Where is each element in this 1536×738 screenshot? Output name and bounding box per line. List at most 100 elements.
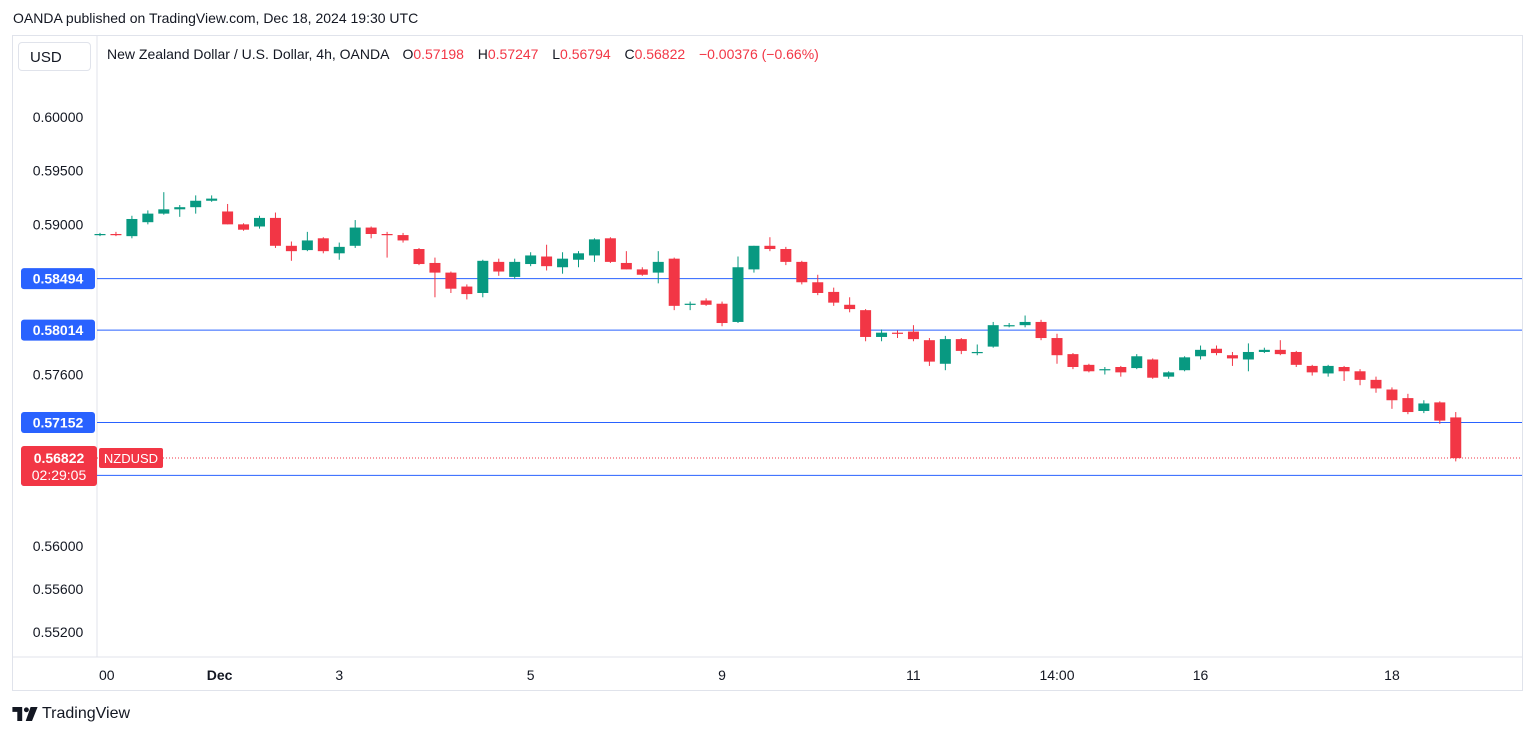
- symbol-legend: New Zealand Dollar / U.S. Dollar, 4h, OA…: [107, 46, 819, 62]
- candle-body: [285, 245, 297, 252]
- candle-body: [1131, 356, 1143, 369]
- candle-body: [461, 286, 473, 295]
- candle-body: [1226, 355, 1238, 359]
- candle-body: [158, 209, 170, 214]
- last-price-tag[interactable]: [21, 445, 97, 486]
- price-tick-label: 0.55200: [33, 624, 84, 640]
- horizontal-lines: [97, 278, 1522, 476]
- candle-body: [1083, 364, 1095, 372]
- candle-body: [525, 255, 537, 265]
- candle-body: [573, 253, 584, 260]
- candle-body: [604, 238, 616, 262]
- open-value: 0.57198: [413, 46, 464, 62]
- logo-text: TradingView: [42, 705, 131, 722]
- candle-body: [254, 217, 265, 227]
- time-tick-label: 11: [906, 667, 921, 683]
- candle-body: [493, 261, 505, 272]
- candle-body: [333, 246, 345, 254]
- time-axis[interactable]: 00 Dec 3 5 9 11 14:00 16 18: [99, 667, 1400, 683]
- price-tick-label: 0.59000: [33, 216, 84, 232]
- high-value: 0.57247: [487, 46, 539, 62]
- candle-body: [429, 262, 441, 273]
- level-price-label: 0.58014: [33, 322, 84, 338]
- candle-body: [1274, 349, 1286, 355]
- last-price-label: 0.56822: [34, 450, 85, 466]
- candle-body: [716, 303, 728, 324]
- candle-body: [668, 258, 680, 306]
- axis-lines: [13, 36, 1522, 658]
- candle-body: [620, 262, 632, 270]
- candle-body: [317, 238, 329, 252]
- candle-body: [588, 239, 600, 256]
- candle-body: [1051, 338, 1063, 356]
- candle-body: [636, 269, 648, 275]
- currency-button[interactable]: USD: [18, 42, 91, 71]
- candle-body: [1402, 398, 1414, 413]
- candle-body: [1115, 366, 1127, 373]
- candle-body: [955, 339, 967, 351]
- candle-body: [301, 240, 313, 251]
- candle-body: [876, 332, 888, 337]
- low-value: 0.56794: [560, 46, 611, 62]
- symbol-tag[interactable]: [99, 447, 163, 468]
- price-tick-label: 0.59500: [33, 163, 84, 179]
- candle-body: [1386, 389, 1398, 401]
- candle-body: [1163, 372, 1175, 377]
- candle-body: [1211, 348, 1222, 354]
- candle-body: [238, 224, 250, 230]
- candle-body: [987, 325, 999, 347]
- time-tick-label: 16: [1193, 667, 1209, 683]
- candle-body: [94, 234, 106, 236]
- high-label: H: [477, 46, 488, 62]
- candle-body: [1450, 417, 1462, 459]
- time-tick-label: 5: [527, 667, 535, 683]
- low-label: L: [552, 46, 561, 62]
- candle-body: [1322, 365, 1334, 374]
- candle-body: [700, 300, 712, 305]
- time-tick-label: 00: [99, 667, 115, 683]
- candle-body: [1019, 321, 1031, 326]
- candle-body: [860, 310, 872, 337]
- candle-body: [1338, 366, 1350, 372]
- level-price-tag[interactable]: [21, 319, 95, 341]
- candle-body: [1147, 359, 1159, 378]
- countdown-label: 02:29:05: [32, 467, 87, 483]
- time-tick-label: 14:00: [1039, 667, 1074, 683]
- tradingview-logo-icon: [12, 707, 38, 721]
- candle-body: [381, 234, 393, 236]
- close-value: 0.56822: [634, 46, 686, 62]
- price-tick-label: 0.55600: [33, 581, 84, 597]
- candle-body: [1370, 379, 1382, 389]
- candle-body: [892, 332, 903, 334]
- candle-body: [190, 200, 202, 208]
- candle-body: [907, 331, 919, 340]
- time-tick-label: 9: [718, 667, 726, 683]
- candle-body: [1099, 369, 1111, 371]
- candle-body: [110, 234, 122, 236]
- candle-body: [222, 211, 234, 225]
- candle-body: [780, 249, 792, 262]
- candle-body: [541, 256, 553, 267]
- tradingview-logo[interactable]: TradingView: [12, 705, 130, 723]
- candle-body: [1354, 371, 1366, 380]
- candle-body: [365, 227, 377, 234]
- symbol-tag-label: NZDUSD: [104, 451, 158, 466]
- candle-body: [1258, 349, 1270, 352]
- candle-body: [812, 282, 824, 293]
- change-value: −0.00376 (−0.66%): [698, 46, 819, 62]
- price-axis[interactable]: 0.605000.600000.595000.590000.576000.560…: [33, 55, 84, 639]
- level-price-tag[interactable]: [21, 412, 95, 434]
- symbol-description: New Zealand Dollar / U.S. Dollar, 4h, OA…: [107, 46, 389, 62]
- candle-body: [1306, 365, 1318, 373]
- candle-body: [126, 218, 138, 237]
- publisher-line: OANDA published on TradingView.com, Dec …: [13, 10, 419, 26]
- candle-body: [732, 267, 744, 322]
- candles: [94, 192, 1462, 462]
- time-tick-label: 3: [335, 667, 343, 683]
- candle-body: [269, 217, 281, 246]
- candle-body: [844, 304, 856, 310]
- level-price-tag[interactable]: [21, 268, 95, 290]
- candle-body: [142, 213, 154, 223]
- open-label: O: [402, 46, 414, 62]
